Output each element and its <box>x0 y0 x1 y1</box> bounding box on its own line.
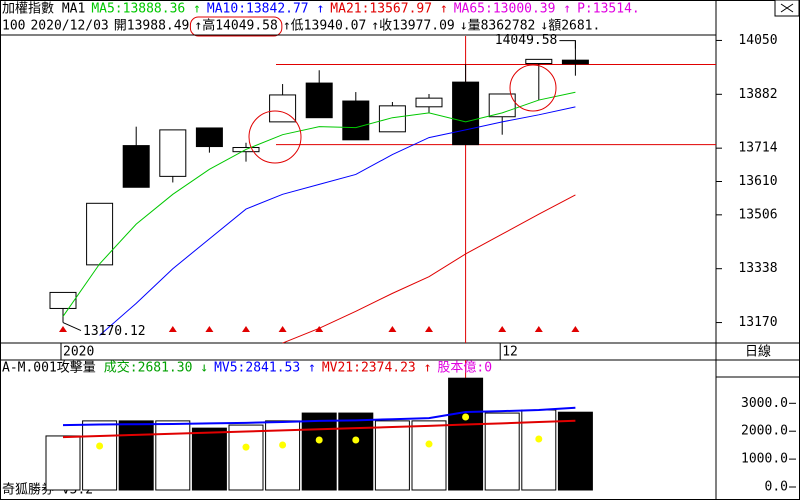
y-tick-label: 13882 <box>738 87 777 102</box>
signal-marker <box>315 326 324 332</box>
x-tick-label: 2020 <box>63 345 94 360</box>
candle-body <box>49 291 77 309</box>
chart-title: 加權指數 MA1 <box>2 2 85 17</box>
info-item: ↑高14049.58 <box>194 18 277 34</box>
signal-marker <box>205 326 214 332</box>
info-item: ↑低13940.07 <box>283 19 366 34</box>
candle-body <box>525 58 553 65</box>
close-icon <box>780 3 794 13</box>
candle-body <box>305 82 333 119</box>
candle-body <box>415 97 443 108</box>
legend-entry: MA21:13567.97 ↑ <box>330 2 447 17</box>
ma-line <box>99 106 576 336</box>
signal-dot <box>535 435 543 443</box>
volume-bar <box>448 377 484 491</box>
y-tick-label: 14050 <box>738 33 777 48</box>
high-label: 14049.58 <box>495 33 558 48</box>
volume-bar <box>155 420 191 491</box>
volume-bar <box>191 427 227 491</box>
low-label: 13170.12 <box>83 324 146 339</box>
signal-dot <box>96 442 104 450</box>
candle-body <box>122 145 150 188</box>
volume-bar <box>411 420 447 491</box>
legend-entry: MA5:13888.36 ↑ <box>91 2 201 17</box>
signal-dot <box>425 440 433 448</box>
legend-entry: 股本億:0 <box>437 360 492 376</box>
ma-line <box>62 91 576 317</box>
info-item: ↓量8362782 <box>460 19 536 34</box>
candle-body <box>159 129 187 177</box>
volume-bar <box>338 412 374 491</box>
volume-bar <box>265 420 301 491</box>
volume-bar <box>228 424 264 491</box>
signal-marker <box>278 326 287 332</box>
legend-entry: 成交:2681.30 ↓ <box>104 360 208 376</box>
highlight-circle <box>248 110 302 164</box>
info-item: ↓額2681. <box>540 19 600 34</box>
signal-marker <box>168 326 177 332</box>
panel-title: A-M.001攻擊量 <box>2 360 96 376</box>
info-item: 開13988.49 <box>114 19 190 34</box>
candle-body <box>342 100 370 141</box>
signal-marker <box>425 326 433 332</box>
period: 日線 <box>745 344 771 360</box>
y-tick-label: 13714 <box>738 141 777 156</box>
signal-marker <box>59 326 67 332</box>
legend-entry: P:13514. <box>577 2 640 17</box>
candle-body <box>86 202 114 266</box>
info-item: 2020/12/03 <box>30 19 108 34</box>
signal-dot <box>462 413 470 421</box>
candle-body <box>195 127 223 148</box>
x-tick-label: 12 <box>502 345 518 360</box>
candle-body <box>378 105 406 133</box>
signal-dot <box>242 443 250 451</box>
low-pointer <box>62 322 82 331</box>
highlight-circle <box>509 64 557 112</box>
volume-bar <box>557 411 593 491</box>
high-pointer <box>559 40 576 49</box>
y-tick-label: 13610 <box>738 174 777 189</box>
y-tick-label: 13170 <box>738 315 777 330</box>
signal-marker <box>534 326 543 332</box>
signal-marker <box>242 326 250 332</box>
volume-bar <box>82 420 118 491</box>
y-tick-label: 3000.0 <box>741 396 788 411</box>
signal-marker <box>571 326 580 332</box>
legend-entry: MA65:13000.39 ↑ <box>454 2 571 17</box>
ma-line <box>282 194 576 344</box>
y-tick-label: 13506 <box>738 207 777 222</box>
info-item: 100 <box>2 19 25 34</box>
volume-bar <box>374 420 410 491</box>
y-tick-label: 1000.0 <box>741 452 788 467</box>
legend-entry: MV21:2374.23 ↑ <box>322 361 432 376</box>
legend-entry: MV5:2841.53 ↑ <box>214 361 316 376</box>
highlight-box <box>189 16 283 37</box>
ma-line <box>62 406 576 427</box>
signal-dot <box>279 441 287 449</box>
volume-bar <box>45 435 81 491</box>
volume-bar <box>301 412 337 491</box>
signal-dot <box>315 436 323 444</box>
volume-bar <box>118 420 154 491</box>
signal-dot <box>352 436 360 444</box>
legend-entry: MA10:13842.77 ↑ <box>207 2 324 17</box>
candle-body <box>452 81 480 146</box>
y-tick-label: 2000.0 <box>741 424 788 439</box>
candle-body <box>561 59 589 65</box>
signal-marker <box>388 326 397 332</box>
y-tick-label: 13338 <box>738 261 777 276</box>
y-tick-label: 0.0 <box>765 480 788 495</box>
candle-body <box>269 94 297 123</box>
info-item: ↑收13977.09 <box>371 19 454 34</box>
ma-line <box>62 419 576 439</box>
signal-marker <box>498 326 507 332</box>
volume-bar <box>484 412 520 491</box>
